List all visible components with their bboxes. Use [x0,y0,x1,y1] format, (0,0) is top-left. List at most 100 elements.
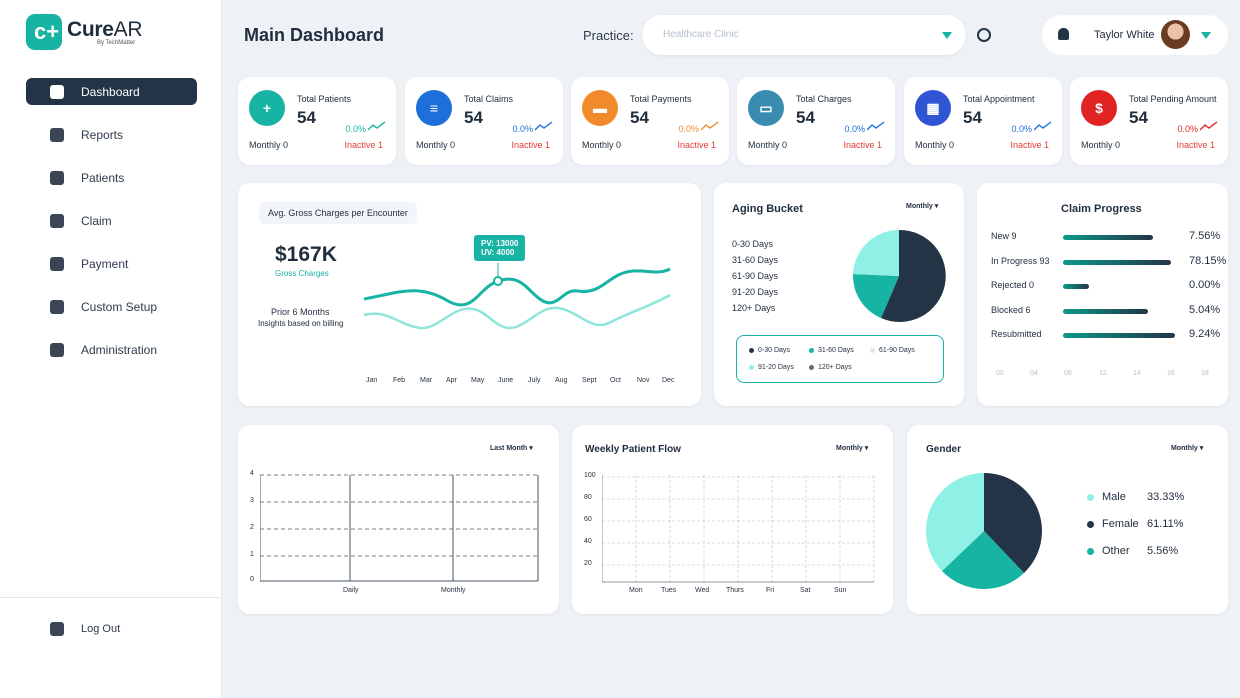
tooltip-uv: UV: 4000 [481,248,515,257]
brand-logo[interactable]: c+ CureAR By TechMatter [26,14,143,50]
aging-row-label: 61-90 Days [732,271,779,281]
day-tick-label: Mon [629,587,643,594]
stat-card[interactable]: ▬ Total Payments 54 0.0% Monthly 0 Inact… [571,77,729,165]
gender-filter-label: Monthly [1171,445,1198,452]
refresh-icon[interactable] [977,28,991,42]
chart-tooltip: PV: 13000 UV: 4000 [474,235,526,261]
page-title: Main Dashboard [244,25,385,45]
daily-monthly-grid-chart [260,474,539,582]
gender-filter-dropdown[interactable]: Monthly ▾ [1171,445,1204,452]
stat-card[interactable]: $ Total Pending Amount 54 0.0% Monthly 0… [1070,77,1228,165]
legend-dot-icon [870,347,875,353]
avatar[interactable] [1161,20,1190,49]
claim-axis-tick: 16 [1167,370,1175,377]
aging-bucket-title: Aging Bucket [732,203,803,215]
dashboard-icon [50,84,64,99]
gender-label: Other [1102,545,1130,557]
legend-dot-icon [1087,493,1094,501]
stat-card[interactable]: ≡ Total Claims 54 0.0% Monthly 0 Inactiv… [405,77,563,165]
stat-inactive: Inactive 1 [677,140,716,150]
tooltip-marker[interactable] [493,276,503,286]
gender-percent: 33.33% [1147,491,1185,503]
gender-label: Female [1102,518,1139,530]
month-tick-label: Apr [446,377,457,384]
month-tick-label: Jan [366,377,378,384]
aging-row-label: 0-30 Days [732,239,774,249]
y-tick-label: 20 [584,560,592,567]
brand-name-b: AR [113,18,143,41]
weekly-patient-flow-card: Weekly Patient Flow Monthly ▾ 100 80 60 40 2… [572,425,893,614]
gender-legend-item: Female [1087,518,1139,530]
practice-select[interactable]: Healthcare Clinic [642,15,966,55]
gross-charges-pill: Avg. Gross Charges per Encounter [259,202,417,224]
aging-filter-dropdown[interactable]: Monthly ▾ [906,203,939,210]
sidebar-item-label: Reports [81,127,124,142]
sidebar-item-reports[interactable]: Reports [26,121,197,148]
sidebar-item-label: Dashboard [81,84,140,99]
stat-value: 54 [1129,108,1148,127]
pv-line [363,267,671,307]
sidebar-item-payment[interactable]: Payment [26,250,197,277]
sidebar-item-label: Claim [81,213,112,228]
brand-name: CureAR [67,18,143,42]
stat-card[interactable]: + Total Patients 54 0.0% Monthly 0 Inact… [238,77,396,165]
stat-value: 54 [464,108,483,127]
stat-card[interactable]: ▭ Total Charges 54 0.0% Monthly 0 Inacti… [737,77,895,165]
gender-legend-item: Male [1087,491,1126,503]
chevron-down-icon[interactable] [942,32,952,39]
x-label-daily: Daily [343,587,359,594]
aging-filter-label: Monthly [906,203,933,210]
sidebar-item-dashboard[interactable]: Dashboard [26,78,197,105]
y-tick-label: 2 [250,524,254,531]
stat-title: Total Appointment [963,94,1035,104]
user-name: Taylor White [1094,29,1155,41]
stat-value: 54 [796,108,815,127]
aging-row-label: 31-60 Days [732,255,779,265]
chevron-down-icon[interactable] [1201,32,1211,39]
claim-axis-tick: 14 [1133,370,1141,377]
claim-axis-tick: 12 [1099,370,1107,377]
stat-percent: 0.0% [1011,124,1032,134]
claim-axis-tick: 00 [996,370,1004,377]
legend-label: 0-30 Days [758,347,790,354]
legend-item: 61-90 Days [870,347,915,354]
stat-title: Total Patients [297,94,352,104]
weekly-filter-dropdown[interactable]: Monthly ▾ [836,445,869,452]
legend-item: 91-20 Days [749,364,794,371]
bell-icon[interactable] [1058,28,1069,40]
day-tick-label: Sat [800,587,811,594]
sidebar-item-patients[interactable]: Patients [26,164,197,191]
stat-icon: ≡ [416,90,452,126]
stat-value: 54 [297,108,316,127]
claim-row-percent: 9.24% [1189,328,1221,340]
sidebar-nav: Dashboard Reports Patients Claim Payment… [26,78,197,379]
month-tick-label: May [471,377,485,384]
insight-label: Insights based on billing [258,319,344,328]
x-label-monthly: Monthly [441,587,466,594]
period-filter-dropdown[interactable]: Last Month ▾ [490,445,533,452]
user-menu[interactable]: Taylor White [1042,15,1228,55]
claim-row-percent: 7.56% [1189,230,1221,242]
practice-placeholder: Healthcare Clinic [663,29,739,40]
y-tick-label: 0 [250,576,254,583]
legend-dot-icon [809,364,814,370]
gender-label: Male [1102,491,1126,503]
sidebar-item-administration[interactable]: Administration [26,336,197,363]
legend-item: 120+ Days [809,364,852,371]
stat-card[interactable]: ▦ Total Appointment 54 0.0% Monthly 0 In… [904,77,1062,165]
period-filter-label: Last Month [490,445,528,452]
pie-slice-male [926,473,984,571]
y-tick-label: 100 [584,472,596,479]
stat-icon: ▦ [915,90,951,126]
y-tick-label: 60 [584,516,592,523]
stat-monthly: Monthly 0 [748,140,788,150]
logout-button[interactable]: Log Out [50,622,120,636]
legend-dot-icon [1087,547,1094,555]
sidebar-item-custom-setup[interactable]: Custom Setup [26,293,197,320]
month-tick-label: Feb [393,377,406,384]
trend-up-icon [368,121,386,131]
month-tick-label: Dec [662,377,675,384]
claim-row-percent: 78.15% [1189,254,1227,267]
sidebar-item-claim[interactable]: Claim [26,207,197,234]
aging-row-label: 120+ Days [732,303,776,313]
